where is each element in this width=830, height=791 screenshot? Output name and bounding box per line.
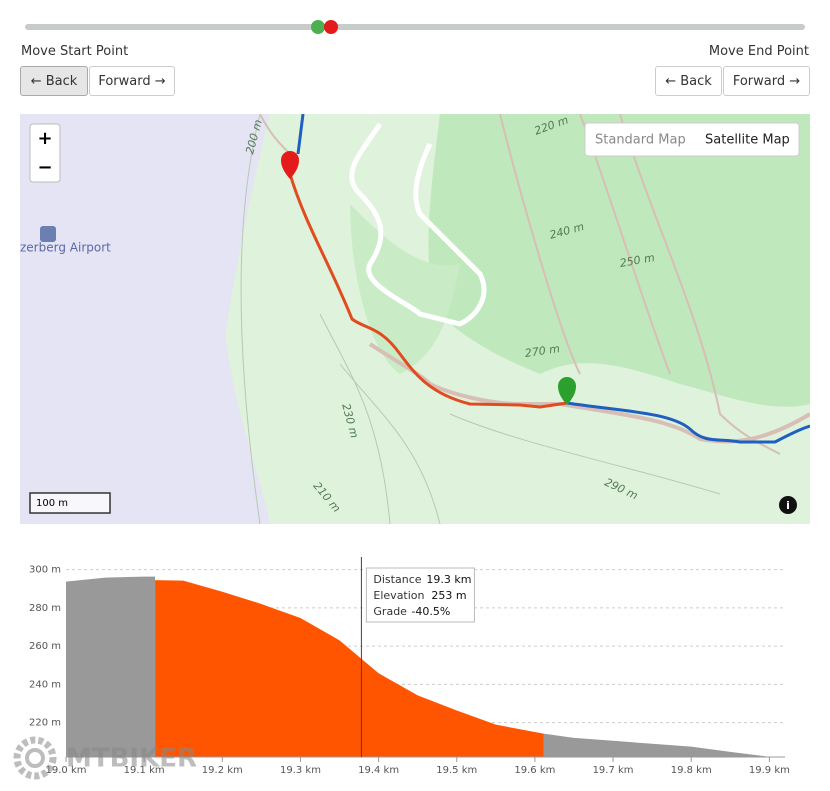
y-tick-label: 280 m bbox=[29, 603, 61, 614]
water-area bbox=[20, 114, 270, 524]
end-label: Move End Point bbox=[708, 44, 809, 59]
y-tick-label: 240 m bbox=[29, 679, 61, 690]
start-handle[interactable] bbox=[311, 20, 325, 34]
tooltip-label: Elevation bbox=[373, 589, 424, 602]
x-tick-label: 19.4 km bbox=[358, 765, 399, 776]
zoom-in[interactable]: + bbox=[37, 128, 52, 149]
tooltip-value: 253 m bbox=[431, 589, 466, 602]
route-selected bbox=[288, 173, 568, 409]
serpentine-road bbox=[349, 122, 487, 327]
start-forward-button[interactable]: Forward → bbox=[89, 66, 175, 96]
watermark-gear bbox=[25, 748, 45, 768]
info-icon[interactable]: i bbox=[786, 499, 790, 512]
x-tick-label: 19.8 km bbox=[671, 765, 712, 776]
route-after bbox=[566, 401, 810, 444]
end-back-button[interactable]: ← Back bbox=[655, 66, 722, 96]
forest bbox=[428, 114, 810, 407]
zoom-out[interactable]: − bbox=[37, 157, 52, 178]
start-marker[interactable] bbox=[558, 377, 576, 405]
start-back-button[interactable]: ← Back bbox=[20, 66, 88, 96]
x-tick-label: 19.7 km bbox=[593, 765, 634, 776]
scale-bar bbox=[29, 492, 111, 514]
start-label: Move Start Point bbox=[21, 44, 129, 59]
x-tick-label: 19.0 km bbox=[46, 765, 87, 776]
satellite-map-button[interactable]: Satellite Map bbox=[705, 133, 790, 148]
end-handle[interactable] bbox=[324, 20, 338, 34]
standard-map-button[interactable]: Standard Map bbox=[595, 133, 686, 148]
map: 200 m 240 m 250 m 270 m 230 m 210 m 290 … bbox=[20, 114, 810, 524]
map-type-control bbox=[584, 122, 800, 157]
end-forward-button[interactable]: Forward → bbox=[723, 66, 810, 96]
watermark-gear bbox=[13, 736, 57, 780]
contour-label: 250 m bbox=[619, 251, 656, 270]
info-button[interactable] bbox=[779, 496, 797, 514]
x-tick-label: 19.2 km bbox=[202, 765, 243, 776]
zoom-control bbox=[29, 123, 61, 183]
x-tick-label: 19.5 km bbox=[436, 765, 477, 776]
y-tick-label: 300 m bbox=[29, 565, 61, 576]
x-tick-label: 19.3 km bbox=[280, 765, 321, 776]
scale-label: 100 m bbox=[36, 498, 68, 509]
y-tick-label: 220 m bbox=[29, 718, 61, 729]
route-before bbox=[296, 114, 305, 155]
x-tick-label: 19.9 km bbox=[749, 765, 790, 776]
contour-label: 270 m bbox=[524, 342, 561, 360]
roads bbox=[259, 114, 781, 455]
elevation-area bbox=[155, 580, 544, 757]
tooltip-value: -40.5% bbox=[411, 605, 450, 618]
tooltip-value: 19.3 km bbox=[426, 573, 471, 586]
x-tick-label: 19.1 km bbox=[124, 765, 165, 776]
slider bbox=[25, 20, 805, 34]
elevation-area bbox=[66, 576, 156, 757]
airport-label: zerberg Airport bbox=[20, 241, 111, 255]
x-tick-label: 19.6 km bbox=[514, 765, 555, 776]
y-tick-label: 260 m bbox=[29, 641, 61, 652]
elevation-area bbox=[543, 733, 770, 757]
tooltip-label: Distance bbox=[373, 573, 421, 586]
watermark: MTBIKER bbox=[13, 736, 197, 780]
watermark-text: MTBIKER bbox=[66, 744, 197, 774]
airport-icon bbox=[40, 226, 56, 242]
end-marker[interactable] bbox=[281, 151, 299, 179]
elevation-chart: 220 m 240 m 260 m 280 m 300 m 19.0 km 19.1 km 1… bbox=[13, 557, 790, 780]
tooltip-label: Grade bbox=[373, 605, 407, 618]
tooltip-box bbox=[365, 567, 475, 623]
